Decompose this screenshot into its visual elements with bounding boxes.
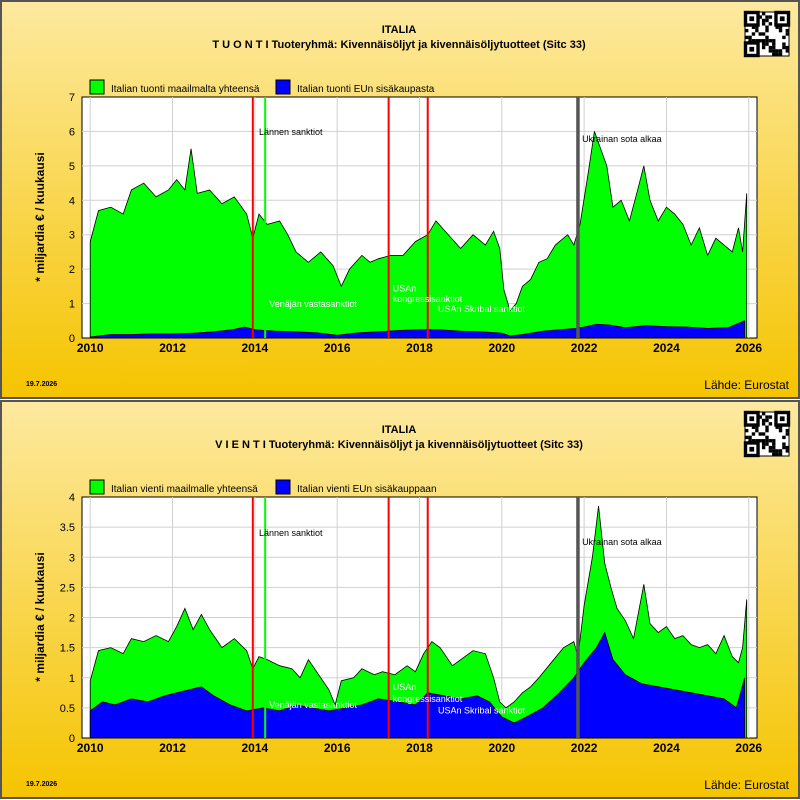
x-tick-label: 2022 [571, 341, 598, 355]
qr-code-icon [743, 410, 791, 458]
legend-swatch [89, 79, 105, 95]
source-label: Lähde: Eurostat [704, 778, 789, 792]
annotation-label: Venäjän vastasanktiot [269, 700, 357, 710]
series-area-eu [89, 631, 746, 739]
annotation-label: Venäjän vastasanktiot [269, 299, 357, 309]
y-tick-label: 1.5 [60, 643, 75, 655]
annotation-label: USAn Skribal sanktiot [438, 705, 526, 715]
x-tick-label: 2020 [488, 341, 515, 355]
y-tick-label: 0 [69, 733, 75, 745]
y-tick-label: 0 [69, 333, 75, 345]
x-tick-label: 2010 [77, 741, 104, 755]
chart-subtitle: V I E N T I Tuoteryhmä: Kivennäisöljyt j… [215, 439, 583, 451]
annotation-label: kongressisanktiot [393, 694, 463, 704]
chart-subtitle: T U O N T I Tuoteryhmä: Kivennäisöljyt j… [212, 39, 586, 51]
y-tick-label: 2.5 [60, 582, 75, 594]
y-tick-label: 3.5 [60, 522, 75, 534]
y-tick-label: 3 [69, 552, 75, 564]
x-tick-label: 2016 [324, 741, 351, 755]
x-tick-label: 2024 [653, 341, 680, 355]
x-tick-label: 2012 [159, 341, 186, 355]
x-tick-label: 2026 [735, 341, 762, 355]
date-stamp: 19.7.2026 [26, 781, 57, 788]
x-tick-label: 2026 [735, 741, 762, 755]
x-tick-label: 2014 [242, 741, 269, 755]
y-tick-label: 7 [69, 92, 75, 104]
x-tick-label: 2014 [242, 341, 269, 355]
y-tick-label: 1 [69, 299, 75, 311]
x-tick-label: 2010 [77, 341, 104, 355]
chart-panel-export: ITALIA V I E N T I Tuoteryhmä: Kivennäisö… [0, 400, 800, 800]
qr-code-icon [743, 10, 791, 58]
x-tick-label: 2020 [488, 741, 515, 755]
date-stamp: 19.7.2026 [26, 381, 57, 388]
annotation-label: Ukrainan sota alkaa [582, 537, 662, 547]
annotation-label: kongressisanktiot [393, 294, 463, 304]
chart-panel-import: ITALIA T U O N T I Tuoteryhmä: Kivennäisö… [0, 0, 800, 399]
legend-swatch [89, 479, 105, 495]
y-axis-label: * miljardia € / kuukausi [33, 152, 47, 281]
legend-label: Italian tuonti EUn sisäkaupasta [297, 84, 435, 95]
y-tick-label: 6 [69, 126, 75, 138]
y-tick-label: 2 [69, 613, 75, 625]
y-tick-label: 4 [69, 492, 75, 504]
y-axis-label: * miljardia € / kuukausi [33, 552, 47, 681]
y-tick-label: 5 [69, 161, 75, 173]
x-tick-label: 2024 [653, 741, 680, 755]
annotation-label: Lännen sanktiot [259, 528, 323, 538]
chart-title: ITALIA [382, 24, 417, 36]
x-tick-label: 2022 [571, 741, 598, 755]
legend-swatch [275, 479, 291, 495]
series-area-world [89, 131, 748, 339]
import-chart: ITALIA T U O N T I Tuoteryhmä: Kivennäisö… [0, 0, 800, 399]
legend-label: Italian tuonti maailmalta yhteensä [111, 84, 260, 95]
annotation-label: Ukrainan sota alkaa [582, 134, 662, 144]
y-tick-label: 1 [69, 673, 75, 685]
annotation-label: USAn Skribal sanktiot [438, 304, 526, 314]
y-tick-label: 3 [69, 230, 75, 242]
chart-title: ITALIA [382, 424, 417, 436]
x-tick-label: 2016 [324, 341, 351, 355]
annotation-label: USAn [393, 682, 417, 692]
legend-label: Italian vienti EUn sisäkauppaan [297, 484, 437, 495]
y-tick-label: 2 [69, 264, 75, 276]
annotation-label: USAn [393, 284, 417, 294]
legend-label: Italian vienti maailmalle yhteensä [111, 484, 258, 495]
annotation-label: Lännen sanktiot [259, 127, 323, 137]
y-tick-label: 4 [69, 195, 75, 207]
y-tick-label: 0.5 [60, 703, 75, 715]
x-tick-label: 2018 [406, 341, 433, 355]
legend-swatch [275, 79, 291, 95]
series-area-eu [89, 320, 746, 339]
x-tick-label: 2018 [406, 741, 433, 755]
x-tick-label: 2012 [159, 741, 186, 755]
source-label: Lähde: Eurostat [704, 378, 789, 392]
export-chart: ITALIA V I E N T I Tuoteryhmä: Kivennäisö… [0, 400, 800, 799]
